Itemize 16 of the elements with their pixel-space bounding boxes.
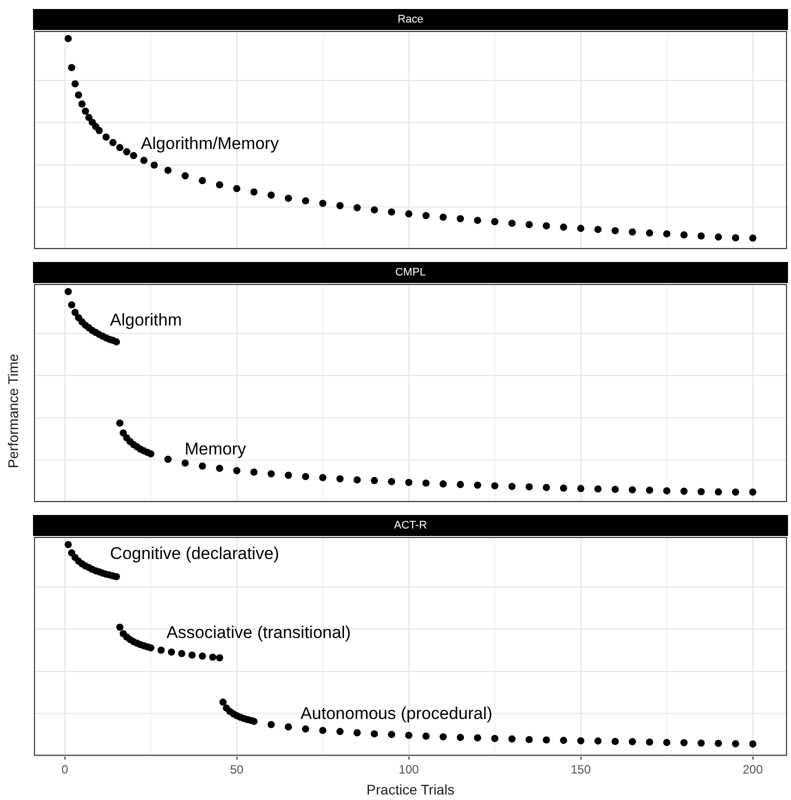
chart-title: CMPL <box>395 266 426 279</box>
annotation: Algorithm <box>110 310 182 330</box>
annotation: Associative (transitional) <box>166 622 351 642</box>
x-tick-label: 0 <box>61 762 68 776</box>
annotation: Cognitive (declarative) <box>110 544 280 564</box>
annotation: Algorithm/Memory <box>140 134 280 154</box>
x-tick-label: 50 <box>230 762 244 776</box>
y-axis-title: Performance Time <box>4 354 21 468</box>
chart-title: ACT-R <box>394 520 428 532</box>
annotation: Memory <box>184 439 246 458</box>
chart-title: Race <box>398 14 424 26</box>
x-tick-label: 150 <box>570 762 592 776</box>
annotation: Autonomous (procedural) <box>300 704 492 723</box>
x-tick-label: 100 <box>398 762 420 776</box>
x-tick-label: 200 <box>742 762 764 776</box>
x-axis-title: Practice Trials <box>366 781 454 798</box>
